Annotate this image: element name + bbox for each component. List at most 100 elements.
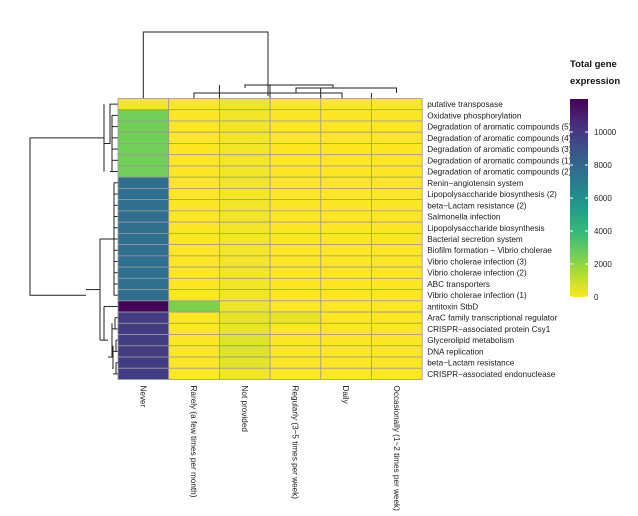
- heatmap-cell: [269, 143, 322, 156]
- heatmap-cell: [117, 98, 170, 111]
- heatmap-cell: [269, 345, 322, 358]
- dendrogram-branch: [108, 323, 113, 358]
- heatmap-cell: [320, 289, 372, 302]
- heatmap-cell: [168, 98, 220, 111]
- column-label: Not provided: [240, 386, 249, 433]
- heatmap-cell: [320, 165, 372, 178]
- heatmap-cell: [117, 199, 170, 212]
- heatmap-cell: [371, 131, 423, 144]
- legend-title-line-1: Total gene: [570, 59, 617, 70]
- heatmap-cell: [320, 232, 372, 246]
- heatmap-cell: [218, 165, 271, 178]
- heatmap-cell: [320, 244, 372, 257]
- heatmap-cell: [371, 289, 423, 302]
- heatmap-cell: [117, 367, 170, 380]
- column-labels: Never Rarely (a few times per month) Not p…: [138, 386, 401, 512]
- heatmap-cell: [371, 120, 423, 133]
- heatmap-cell: [320, 255, 372, 268]
- heatmap-cell: [269, 131, 322, 144]
- legend-tick-label: 2000: [594, 260, 612, 269]
- dendrogram-branch: [110, 115, 113, 173]
- row-label: putative transposase: [427, 100, 503, 109]
- row-label: Bacterial secretion system: [427, 235, 523, 244]
- heatmap-cell: [117, 221, 170, 234]
- heatmap-cell: [117, 311, 170, 324]
- color-legend: Total gene expression 0 2000 4000 6000 8000 1…: [570, 59, 620, 302]
- heatmap-cell: [168, 334, 220, 347]
- row-label: Glycerolipid metabolism: [427, 336, 514, 345]
- heatmap-cells: [117, 98, 423, 380]
- heatmap-cell: [269, 176, 322, 189]
- heatmap-cell: [371, 367, 423, 380]
- dendrogram-branch: [112, 317, 116, 330]
- dendrogram-branch: [112, 345, 114, 369]
- heatmap-cell: [117, 131, 170, 144]
- row-label: Degradation of aromatic compounds (5): [427, 123, 572, 132]
- heatmap-cell: [320, 199, 372, 212]
- row-label: beta−Lactam resistance (2): [427, 201, 527, 210]
- heatmap-cell: [320, 221, 372, 234]
- heatmap-cell: [371, 176, 423, 189]
- legend-tick-label: 6000: [594, 194, 612, 203]
- heatmap-cell: [371, 266, 423, 279]
- row-label: Renin−angiotensin system: [427, 179, 523, 188]
- heatmap-cell: [117, 210, 170, 223]
- heatmap-cell: [168, 165, 220, 178]
- dendrogram-branch: [142, 31, 269, 99]
- heatmap-cell: [168, 300, 220, 313]
- heatmap-cell: [320, 131, 372, 144]
- row-label: Lipopolysaccharide biosynthesis (2): [427, 190, 557, 199]
- heatmap-cell: [117, 109, 170, 122]
- row-label: CRISPR−associated endonuclease: [427, 370, 556, 379]
- heatmap-cell: [218, 334, 271, 347]
- heatmap-cell: [117, 300, 170, 313]
- row-label: Degradation of aromatic compounds (4): [427, 134, 572, 143]
- heatmap-cell: [320, 98, 372, 111]
- row-dendrogram: [29, 103, 118, 375]
- heatmap-cell: [320, 109, 372, 122]
- heatmap-cell: [117, 255, 170, 268]
- heatmap-cell: [269, 277, 322, 290]
- heatmap-cell: [168, 255, 220, 268]
- heatmap-cell: [218, 232, 271, 246]
- heatmap-cell: [371, 255, 423, 268]
- dendrogram-branch: [104, 103, 118, 144]
- heatmap-cell: [218, 367, 271, 380]
- row-label: ABC transporters: [427, 280, 490, 289]
- heatmap-cell: [269, 109, 322, 122]
- heatmap-cell: [269, 266, 322, 279]
- heatmap-cell: [117, 176, 170, 189]
- heatmap-cell: [320, 154, 372, 167]
- heatmap-cell: [371, 188, 423, 201]
- heatmap-cell: [168, 367, 220, 380]
- legend-title-line-2: expression: [570, 76, 620, 87]
- heatmap-cell: [269, 221, 322, 234]
- heatmap-cell: [371, 154, 423, 167]
- column-label: Rarely (a few times per month): [189, 386, 198, 498]
- row-label: Degradation of aromatic compounds (1): [427, 156, 572, 165]
- heatmap-cell: [168, 154, 220, 167]
- row-label: Degradation of aromatic compounds (2): [427, 168, 572, 177]
- heatmap-cell: [269, 232, 322, 246]
- heatmap-cell: [269, 334, 322, 347]
- heatmap-cell: [117, 120, 170, 133]
- heatmap-cell: [269, 322, 322, 335]
- heatmap-cell: [269, 188, 322, 201]
- heatmap-cell: [218, 176, 271, 189]
- row-label: Vibrio cholerae infection (2): [427, 269, 527, 278]
- heatmap-cell: [320, 345, 372, 358]
- heatmap-cell: [117, 345, 170, 358]
- heatmap-cell: [371, 334, 423, 347]
- dendrogram-branch: [100, 306, 105, 341]
- heatmap-cell: [218, 345, 271, 358]
- heatmap-cell: [269, 311, 322, 324]
- heatmap-cell: [371, 244, 423, 257]
- heatmap-cell: [117, 289, 170, 302]
- heatmap-cell: [168, 311, 220, 324]
- heatmap-cell: [320, 120, 372, 133]
- row-label: Vibrio cholerae infection (1): [427, 291, 527, 300]
- legend-tick-label: 4000: [594, 227, 612, 236]
- column-label: Occasionally (1~2 times per week): [392, 386, 401, 512]
- heatmap-cell: [320, 322, 372, 335]
